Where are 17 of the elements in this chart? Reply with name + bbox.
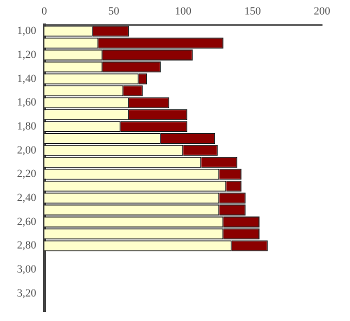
x-tick-label: 150 xyxy=(244,5,262,18)
y-tick-label: 1,00 xyxy=(17,25,37,38)
y-tick-label: 1,80 xyxy=(17,120,37,132)
y-tick-label: 2,80 xyxy=(17,240,37,252)
x-tick-label: 50 xyxy=(108,5,120,18)
x-tick-label: 100 xyxy=(174,5,192,18)
y-tick-label: 3,00 xyxy=(17,264,37,276)
y-tick-label: 1,20 xyxy=(17,48,37,61)
y-tick-label: 2,60 xyxy=(17,216,37,228)
y-tick-label: 2,40 xyxy=(17,192,37,204)
y-tick-label: 2,00 xyxy=(17,144,37,156)
y-tick-label: 1,60 xyxy=(17,96,37,109)
y-tick-label: 3,20 xyxy=(17,287,37,300)
x-tick-label: 200 xyxy=(314,5,331,18)
y-tick-label: 2,20 xyxy=(17,168,37,180)
x-tick-label: 0 xyxy=(42,5,48,18)
y-tick-label: 1,40 xyxy=(17,72,37,85)
